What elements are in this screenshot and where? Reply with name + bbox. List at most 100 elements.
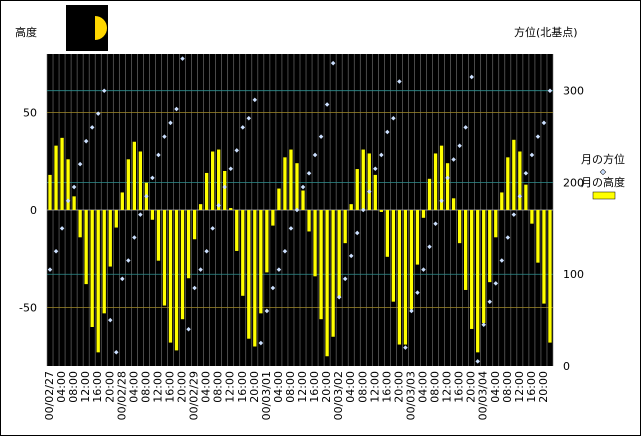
altitude-bar (524, 184, 528, 210)
legend-azimuth-marker (599, 168, 607, 176)
azimuth-point (475, 359, 480, 364)
altitude-bar (373, 174, 377, 210)
altitude-bar (536, 210, 540, 263)
altitude-bar (301, 190, 305, 210)
legend-azimuth-label: 月の方位 (581, 152, 625, 166)
azimuth-point (65, 198, 71, 204)
altitude-bar (96, 210, 100, 353)
altitude-bar (415, 210, 420, 265)
azimuth-point (499, 258, 505, 263)
azimuth-point (421, 267, 426, 272)
legend-altitude-label: 月の高度 (581, 175, 625, 189)
altitude-bar (403, 210, 408, 345)
x-tick-label: 12:00 (441, 371, 454, 403)
left-tick-label: 0 (30, 204, 37, 217)
altitude-bar (168, 210, 173, 343)
azimuth-point (451, 157, 456, 162)
altitude-bar (331, 210, 335, 337)
altitude-bar (186, 210, 191, 279)
altitude-bar (150, 210, 155, 220)
altitude-bar (355, 169, 359, 210)
right-tick-label: 100 (563, 268, 584, 281)
altitude-bar (229, 208, 233, 210)
x-tick-label: 04:00 (55, 371, 68, 403)
altitude-bar (506, 157, 510, 210)
altitude-bar (313, 210, 317, 277)
altitude-bar (126, 159, 130, 210)
azimuth-point (348, 253, 354, 259)
altitude-bar (500, 192, 504, 210)
x-tick-label: 00/03/02 (332, 371, 345, 420)
altitude-bar (421, 210, 426, 218)
altitude-bar (247, 210, 251, 339)
x-tick-label: 16:00 (91, 371, 104, 403)
azimuth-point (457, 143, 462, 149)
altitude-bar (367, 153, 371, 210)
azimuth-point (59, 226, 65, 231)
altitude-bar (433, 153, 438, 210)
azimuth-point (258, 340, 264, 346)
x-tick-label: 04:00 (344, 371, 357, 403)
altitude-bar (132, 141, 136, 210)
azimuth-point (409, 308, 414, 314)
x-tick-label: 04:00 (127, 371, 140, 403)
azimuth-point (276, 267, 282, 272)
altitude-bar (349, 204, 353, 210)
azimuth-point (367, 189, 372, 194)
altitude-bar (102, 210, 106, 314)
altitude-bar (391, 210, 396, 302)
x-tick-label: 00/02/27 (43, 371, 56, 420)
azimuth-point (294, 207, 300, 213)
x-tick-label: 12:00 (513, 371, 526, 403)
altitude-bar (295, 163, 299, 210)
altitude-bar (325, 210, 329, 357)
altitude-bar (385, 210, 389, 257)
altitude-bar (259, 210, 263, 314)
legend-altitude-swatch (592, 191, 616, 200)
altitude-bar (307, 210, 311, 232)
azimuth-point (270, 285, 276, 291)
altitude-bar (180, 210, 185, 320)
altitude-bar (241, 210, 245, 296)
altitude-bar (283, 157, 287, 210)
x-tick-label: 16:00 (236, 371, 249, 403)
azimuth-point (282, 249, 288, 254)
altitude-bar (397, 210, 402, 345)
right-tick-label: 300 (563, 85, 584, 98)
azimuth-point (493, 281, 499, 286)
altitude-bar (464, 210, 468, 290)
x-tick-label: 04:00 (489, 371, 502, 403)
altitude-bar (319, 210, 323, 320)
altitude-bar (174, 210, 179, 351)
x-tick-label: 08:00 (429, 371, 442, 403)
altitude-bar (138, 151, 143, 210)
altitude-bar (439, 145, 444, 210)
altitude-bar (198, 204, 203, 210)
altitude-bar (60, 137, 64, 210)
altitude-bar (476, 210, 480, 353)
x-tick-label: 16:00 (525, 371, 538, 403)
right-tick-label: 0 (563, 360, 570, 373)
left-axis-title: 高度 (15, 25, 37, 39)
x-tick-label: 20:00 (392, 371, 405, 403)
x-tick-label: 20:00 (176, 371, 189, 403)
x-tick-label: 20:00 (320, 371, 333, 403)
azimuth-point (481, 322, 486, 327)
altitude-bar (277, 188, 281, 210)
x-tick-label: 04:00 (417, 371, 430, 403)
x-tick-label: 00/03/01 (260, 371, 273, 420)
altitude-bar (518, 151, 522, 210)
x-tick-label: 00/02/28 (115, 371, 128, 420)
x-tick-label: 16:00 (380, 371, 393, 403)
x-tick-label: 00/02/29 (188, 371, 201, 420)
altitude-bar (542, 210, 546, 304)
azimuth-point (336, 294, 342, 300)
x-tick-label: 12:00 (296, 371, 309, 403)
azimuth-point (403, 345, 408, 350)
x-tick-label: 16:00 (164, 371, 177, 403)
altitude-bar (289, 149, 293, 210)
x-tick-label: 20:00 (248, 371, 261, 403)
x-tick-label: 12:00 (224, 371, 237, 403)
azimuth-point (373, 166, 378, 171)
